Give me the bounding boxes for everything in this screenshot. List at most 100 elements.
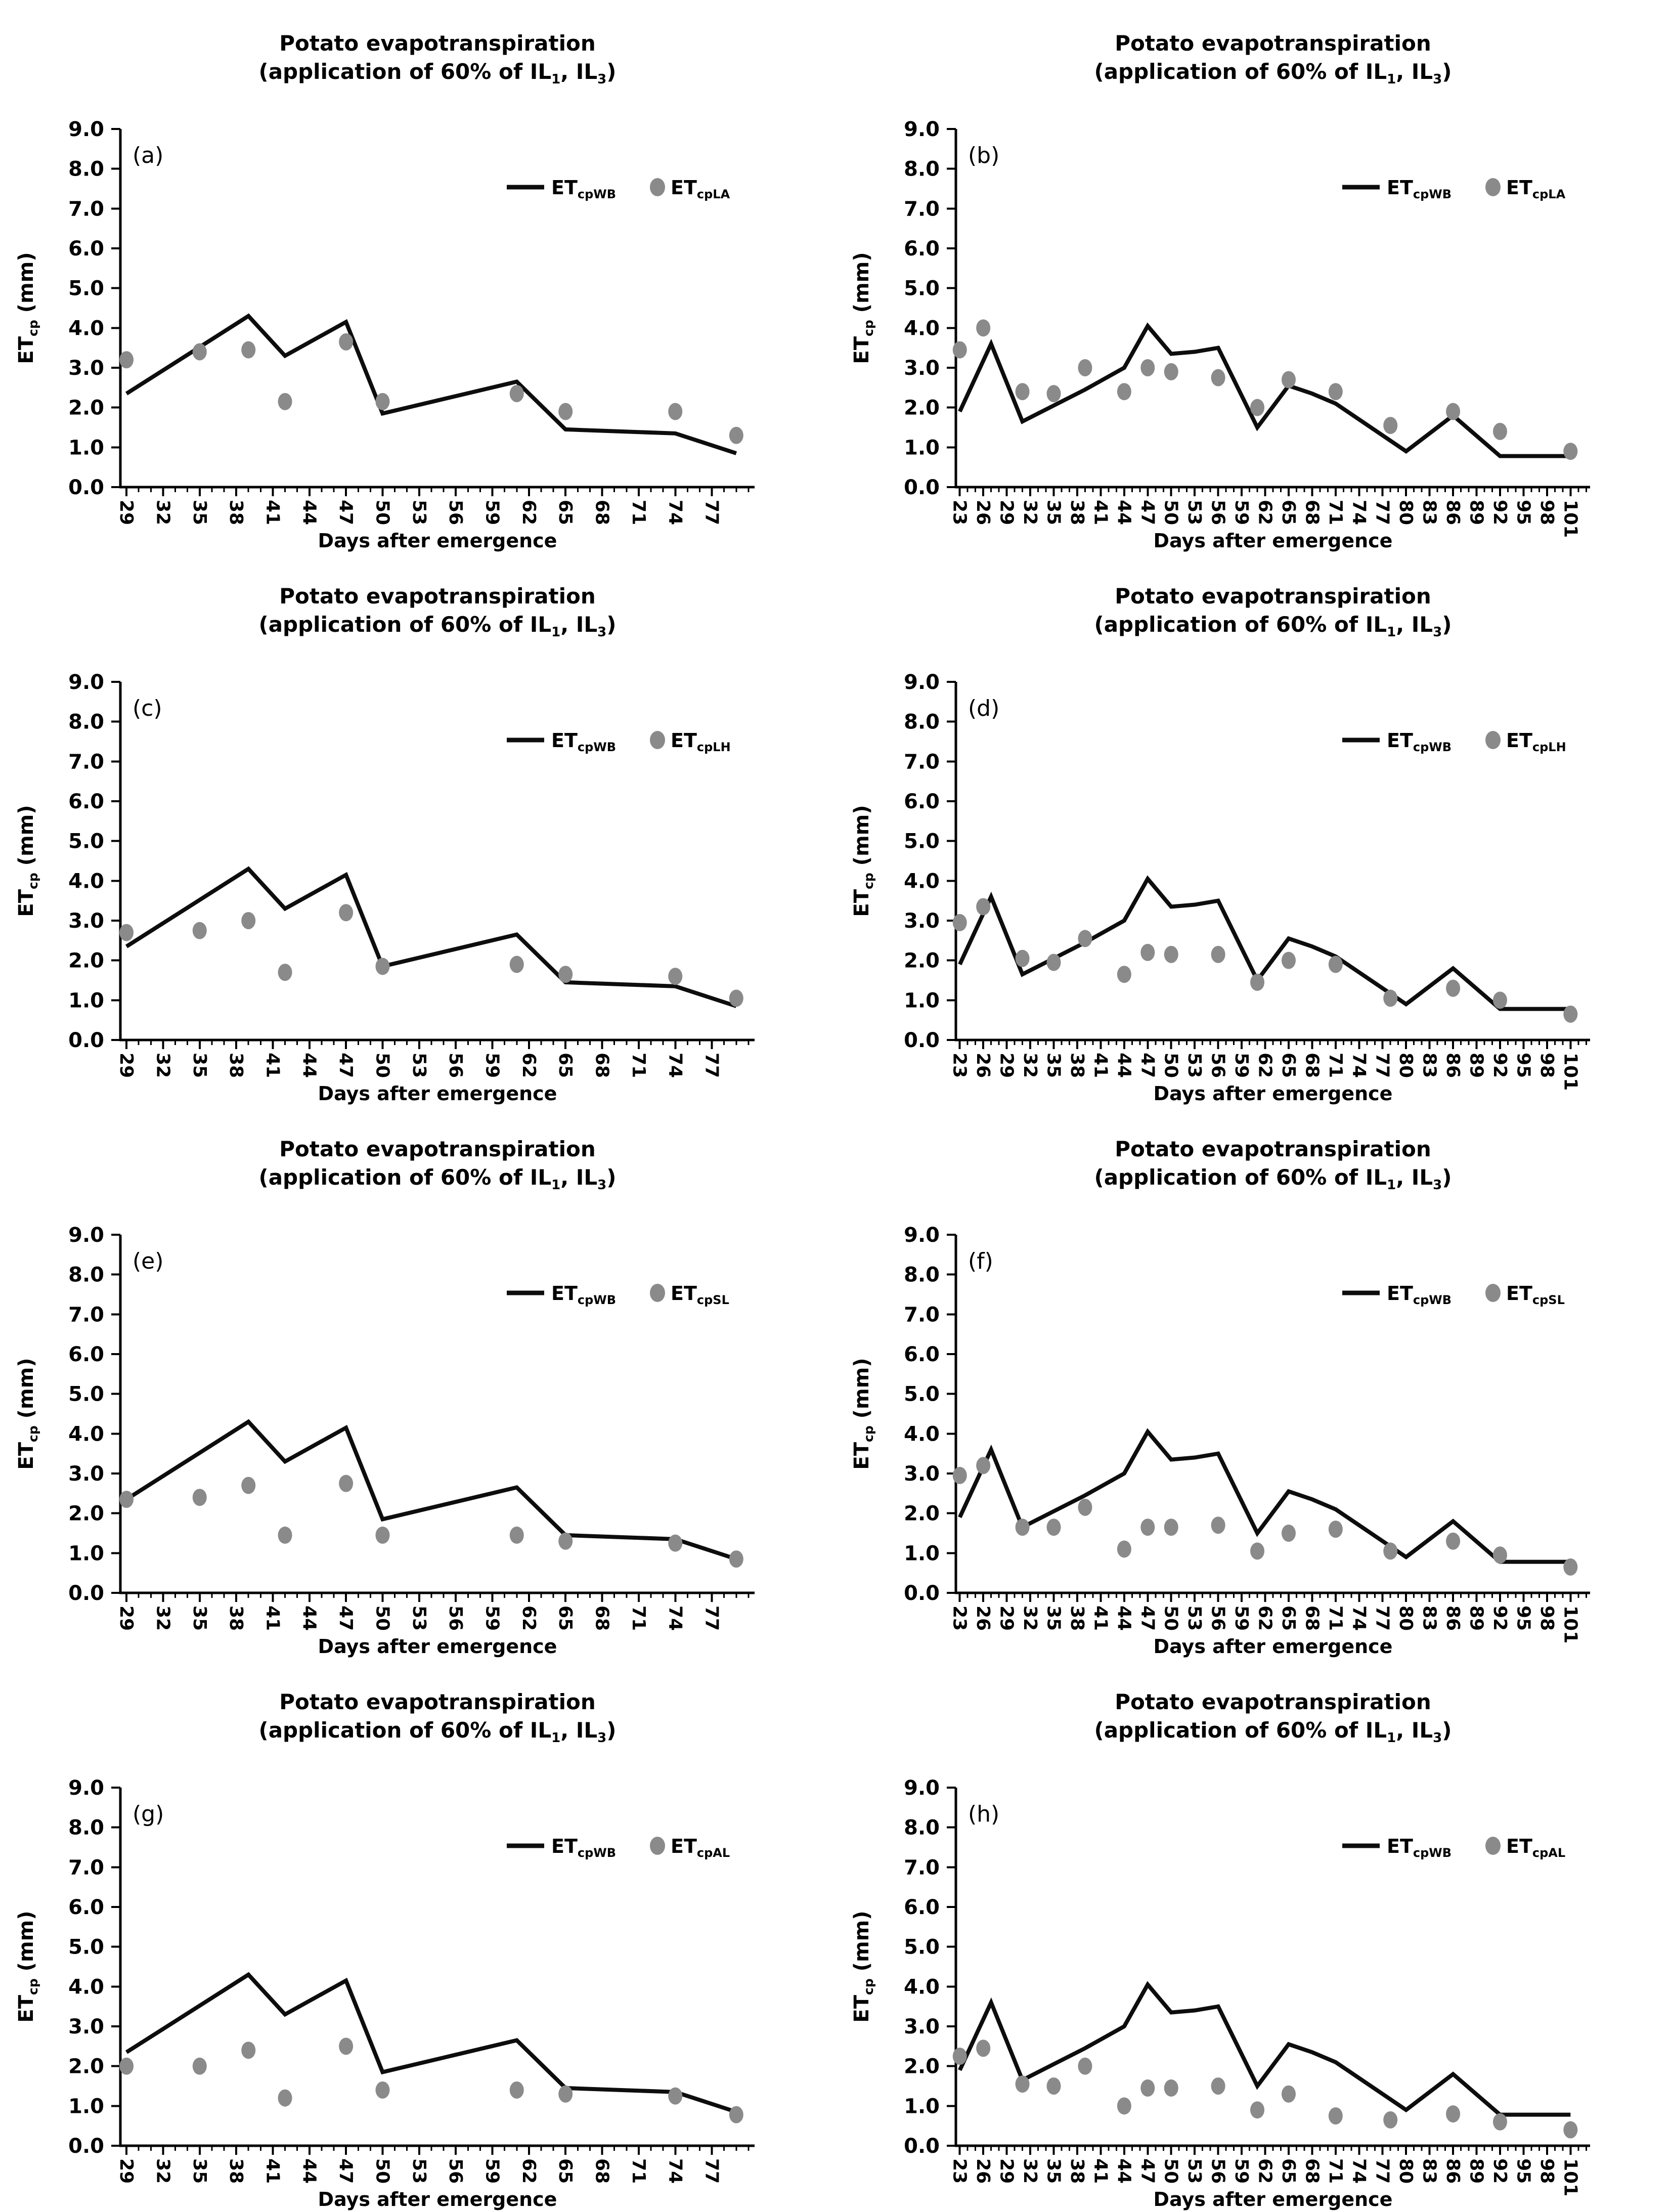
y-tick-label: 0.0 — [904, 476, 940, 499]
x-tick-label: 47 — [335, 500, 356, 525]
x-tick-label: 71 — [628, 2158, 649, 2184]
chart-panel-a: Potato evapotranspiration (application of… — [0, 0, 836, 553]
x-tick-label: 98 — [1536, 1606, 1557, 1631]
scatter-point — [1015, 1519, 1030, 1536]
x-tick-label: 38 — [1067, 500, 1087, 525]
chart-g: Potato evapotranspiration (application of… — [15, 1689, 755, 2210]
chart-subtitle: (application of 60% of IL1, IL3) — [1094, 59, 1452, 87]
x-tick-label: 32 — [152, 2158, 173, 2184]
scatter-point — [509, 2081, 524, 2099]
x-axis-title: Days after emergence — [1154, 1082, 1393, 1105]
x-tick-label: 50 — [1161, 1053, 1181, 1078]
x-tick-label: 53 — [409, 1053, 429, 1078]
x-tick-label: 62 — [1255, 1606, 1276, 1631]
x-tick-label: 32 — [152, 1606, 173, 1631]
x-tick-label: 41 — [262, 2158, 283, 2184]
chart-e: Potato evapotranspiration (application of… — [15, 1137, 755, 1658]
x-tick-label: 56 — [1208, 1606, 1228, 1631]
x-tick-label: 56 — [445, 2158, 466, 2184]
scatter-point — [278, 1526, 292, 1544]
x-tick-label: 95 — [1513, 2158, 1533, 2184]
x-tick-label: 32 — [1020, 2158, 1040, 2184]
scatter-point — [952, 2048, 967, 2065]
y-tick-label: 6.0 — [68, 1896, 104, 1919]
x-tick-label: 38 — [226, 2158, 246, 2184]
series-line — [125, 313, 737, 455]
x-tick-label: 38 — [1067, 2158, 1087, 2184]
scatter-point — [375, 958, 390, 975]
x-tick-label: 77 — [701, 1053, 722, 1078]
x-tick-label: 41 — [1090, 2158, 1111, 2184]
y-tick-label: 8.0 — [904, 1816, 940, 1840]
panel-letter: (b) — [968, 143, 999, 168]
x-tick-label: 29 — [996, 1053, 1017, 1078]
x-tick-label: 32 — [1020, 500, 1040, 525]
x-tick-label: 89 — [1466, 1053, 1487, 1078]
x-tick-label: 41 — [1090, 1053, 1111, 1078]
chart-panel-g: Potato evapotranspiration (application of… — [0, 1659, 836, 2211]
x-tick-label: 32 — [152, 500, 173, 525]
y-tick-label: 9.0 — [68, 1224, 104, 1247]
x-tick-label: 74 — [1348, 1053, 1369, 1078]
scatter-point — [278, 2089, 292, 2107]
scatter-point — [1117, 1540, 1131, 1558]
x-tick-label: 89 — [1466, 2158, 1487, 2184]
x-axis-title: Days after emergence — [318, 530, 557, 552]
y-tick-label: 1.0 — [68, 2095, 104, 2118]
y-tick-label: 5.0 — [904, 1936, 940, 1959]
x-tick-label: 56 — [445, 1053, 466, 1078]
x-tick-label: 101 — [1560, 1606, 1580, 1643]
scatter-point — [1383, 2111, 1398, 2129]
scatter-point — [1078, 2057, 1092, 2075]
scatter-point — [1563, 1558, 1578, 1576]
y-tick-label: 7.0 — [904, 1856, 940, 1879]
scatter-point — [375, 393, 390, 410]
y-tick-label: 9.0 — [68, 671, 104, 694]
y-tick-label: 0.0 — [68, 476, 104, 499]
legend-line-label: ETcpWB — [551, 729, 616, 754]
x-tick-label: 74 — [665, 500, 685, 525]
scatter-point — [1164, 945, 1178, 963]
chart-title: Potato evapotranspiration — [279, 1689, 596, 1714]
x-tick-label: 26 — [973, 500, 993, 525]
y-tick-label: 4.0 — [68, 870, 104, 893]
x-tick-label: 38 — [1067, 1606, 1087, 1631]
x-tick-label: 71 — [628, 1053, 649, 1078]
y-tick-label: 3.0 — [68, 1462, 104, 1486]
scatter-point — [668, 968, 683, 985]
x-tick-label: 59 — [1231, 1606, 1252, 1631]
scatter-point — [1140, 359, 1155, 376]
scatter-point — [1563, 1005, 1578, 1023]
y-tick-label: 4.0 — [68, 1975, 104, 1999]
x-tick-label: 89 — [1466, 500, 1487, 525]
y-tick-label: 9.0 — [904, 1224, 940, 1247]
x-tick-label: 41 — [262, 1606, 283, 1631]
chart-subtitle: (application of 60% of IL1, IL3) — [1094, 1165, 1452, 1193]
y-tick-label: 4.0 — [68, 1422, 104, 1446]
scatter-point — [668, 2087, 683, 2105]
chart-f: Potato evapotranspiration (application of… — [850, 1137, 1590, 1658]
x-tick-label: 47 — [1137, 2158, 1158, 2184]
chart-subtitle: (application of 60% of IL1, IL3) — [259, 612, 617, 640]
scatter-point — [1446, 979, 1461, 997]
scatter-point — [952, 1466, 967, 1484]
scatter-point — [1492, 1546, 1507, 1564]
y-tick-label: 2.0 — [904, 397, 940, 420]
y-tick-label: 1.0 — [904, 436, 940, 459]
y-axis-title: ETcp (mm) — [850, 252, 876, 364]
y-axis-title: ETcp (mm) — [15, 252, 40, 364]
x-tick-label: 32 — [152, 1053, 173, 1078]
legend-marker-label: ETcpAL — [671, 1835, 730, 1860]
x-tick-label: 92 — [1489, 1053, 1510, 1078]
x-tick-label: 41 — [1090, 500, 1111, 525]
chart-subtitle: (application of 60% of IL1, IL3) — [1094, 612, 1452, 640]
x-tick-label: 44 — [1114, 1053, 1134, 1078]
x-tick-label: 35 — [1043, 500, 1064, 525]
y-tick-label: 0.0 — [904, 2135, 940, 2158]
x-tick-label: 35 — [189, 2158, 210, 2184]
x-tick-label: 29 — [116, 2158, 137, 2184]
x-tick-label: 50 — [1161, 2158, 1181, 2184]
x-tick-label: 53 — [1184, 1053, 1205, 1078]
x-tick-label: 71 — [1325, 2158, 1346, 2184]
scatter-point — [509, 956, 524, 973]
